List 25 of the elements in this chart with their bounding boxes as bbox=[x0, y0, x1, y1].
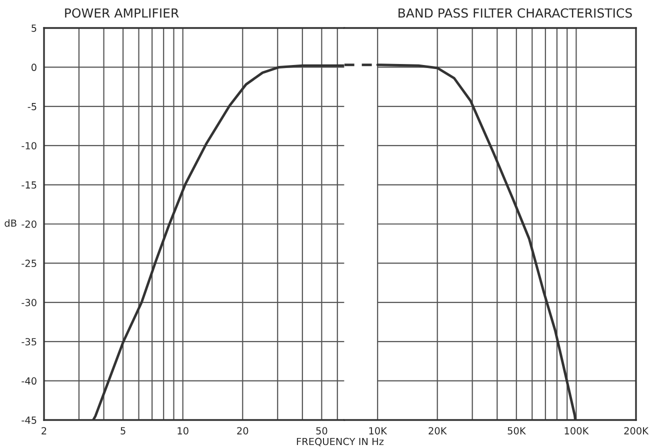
y-tick-label: -5 bbox=[28, 103, 36, 110]
chart-title: POWER AMPLIFIER bbox=[65, 8, 179, 18]
y-tick-label: -10 bbox=[22, 142, 36, 150]
x-tick-label: 200K bbox=[624, 427, 649, 434]
y-axis-title: dB bbox=[4, 219, 16, 227]
x-tick-label: 20 bbox=[237, 427, 248, 434]
x-tick-label: 20K bbox=[428, 427, 447, 434]
x-tick-label: 10 bbox=[178, 427, 188, 434]
x-axis-title: FREQUENCY IN Hz bbox=[296, 438, 384, 446]
y-tick-label: 5 bbox=[32, 24, 36, 32]
x-tick-label: 5 bbox=[120, 427, 126, 434]
x-tick-label: 50K bbox=[508, 427, 526, 434]
y-tick-label: 0 bbox=[32, 64, 36, 72]
chart-title: BAND PASS FILTER CHARACTERISTICS bbox=[398, 8, 632, 18]
x-tick-label: 10K bbox=[369, 427, 388, 434]
x-tick-label: 50 bbox=[316, 427, 328, 434]
y-tick-label: -35 bbox=[22, 338, 36, 346]
x-tick-label: 100K bbox=[564, 427, 589, 434]
x-tick-label: 2 bbox=[42, 427, 46, 434]
y-tick-label: -30 bbox=[22, 298, 36, 306]
y-tick-label: -40 bbox=[22, 377, 36, 385]
y-tick-label: -45 bbox=[22, 416, 36, 424]
y-tick-label: -25 bbox=[22, 260, 36, 268]
y-tick-label: -20 bbox=[22, 220, 36, 228]
y-tick-label: -15 bbox=[22, 181, 36, 189]
